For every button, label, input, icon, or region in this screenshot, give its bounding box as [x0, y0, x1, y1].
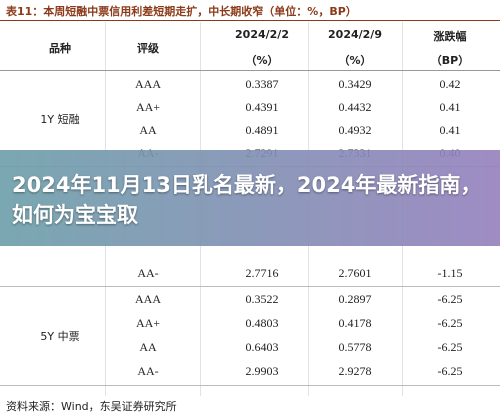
- cell: AA-: [137, 364, 159, 378]
- group-label: 1Y 短融: [40, 113, 80, 126]
- column-unit: （BP）: [430, 54, 470, 67]
- cell: 0.3522: [245, 292, 279, 306]
- column-unit: （%）: [245, 54, 279, 67]
- cell: AA: [139, 123, 157, 137]
- cell: 0.4178: [338, 316, 372, 330]
- column-unit: （%）: [338, 54, 372, 67]
- source: 资料来源：Wind，东吴证券研究所: [6, 400, 177, 413]
- cell: 2.9903: [245, 364, 279, 378]
- column-header: 品种: [49, 42, 71, 55]
- cell: 0.3429: [338, 77, 372, 91]
- group-label: 5Y 中票: [40, 330, 80, 343]
- cell: -6.25: [437, 340, 463, 354]
- cell: 2.9278: [338, 364, 372, 378]
- cell: AA: [139, 340, 157, 354]
- rule: [0, 70, 500, 71]
- cell: AAA: [135, 292, 161, 306]
- column-header: 2024/2/9: [328, 28, 382, 41]
- cell: AA+: [135, 316, 161, 330]
- cell: 0.41: [439, 100, 461, 114]
- cell: 0.6403: [245, 340, 279, 354]
- rule: [0, 286, 500, 287]
- cell: 0.4391: [245, 100, 279, 114]
- column-header: 2024/2/2: [235, 28, 289, 41]
- cell: AA-: [137, 266, 159, 280]
- banner: 2024年11月13日乳名最新，2024年最新指南，如何为宝宝取: [0, 150, 500, 246]
- cell: -6.25: [437, 364, 463, 378]
- rule: [0, 20, 500, 21]
- cell: 0.42: [439, 77, 461, 91]
- cell: -1.15: [437, 266, 463, 280]
- cell: 0.5778: [338, 340, 372, 354]
- banner-text: 2024年11月13日乳名最新，2024年最新指南，如何为宝宝取: [12, 173, 482, 227]
- cell: 0.4432: [338, 100, 372, 114]
- cell: AA+: [135, 100, 161, 114]
- cell: 0.2897: [338, 292, 372, 306]
- cell: AAA: [135, 77, 161, 91]
- cell: -6.25: [437, 292, 463, 306]
- rule: [0, 385, 500, 386]
- cell: 0.4891: [245, 123, 279, 137]
- cell: 0.4932: [338, 123, 372, 137]
- cell: 2.7601: [338, 266, 372, 280]
- column-header: 涨跌幅: [433, 30, 467, 43]
- cell: 0.41: [439, 123, 461, 137]
- cell: 2.7716: [245, 266, 279, 280]
- cell: 0.4803: [245, 316, 279, 330]
- cell: -6.25: [437, 316, 463, 330]
- column-header: 评级: [137, 42, 159, 55]
- table-title: 表11：本周短融中票信用利差短期走扩，中长期收窄（单位：%，BP）: [6, 5, 357, 18]
- cell: 0.3387: [245, 77, 279, 91]
